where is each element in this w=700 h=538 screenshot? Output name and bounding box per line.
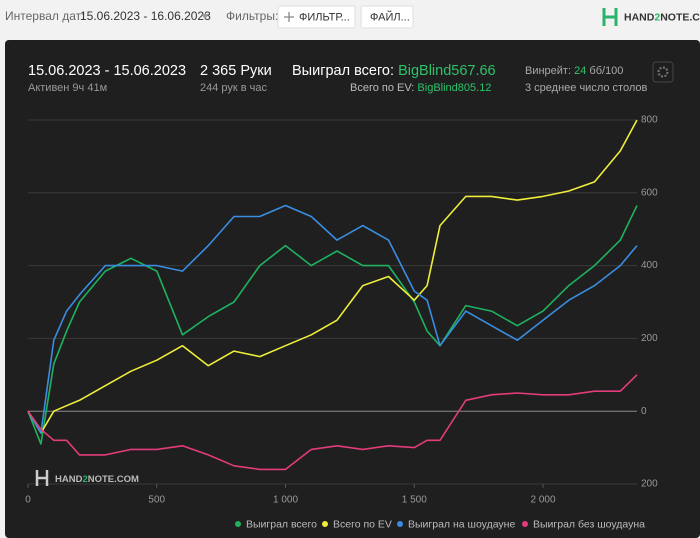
ev-total: Всего по EV: BigBlind805.12 [350, 82, 491, 94]
settings-button[interactable] [652, 61, 674, 83]
legend-label: Выиграл на шоудауне [408, 518, 515, 530]
legend-marker [522, 521, 528, 527]
y-tick-label: 0 [641, 406, 647, 417]
legend-label: Выиграл без шоудауна [533, 518, 645, 530]
logo-part: 2 [654, 11, 660, 23]
watermark-part: HAND [55, 474, 83, 485]
logo-part: NOTE.COM [660, 11, 700, 23]
watermark-part: NOTE.COM [88, 474, 139, 485]
y-tick-label: 600 [641, 187, 658, 198]
series-line [27, 374, 638, 471]
logo: HAND2NOTE.COM [624, 11, 700, 23]
x-tick-label: 1 000 [273, 495, 298, 506]
panel [5, 40, 700, 538]
y-tick-label: 200 [641, 333, 658, 344]
watermark-icon [35, 470, 49, 486]
date-range[interactable]: 15.06.2023 - 16.06.2023 [80, 9, 211, 23]
watermark: HAND2NOTE.COM [55, 474, 139, 485]
series-line [27, 204, 638, 434]
filters-label: Фильтры: [226, 9, 278, 23]
legend-marker [397, 521, 403, 527]
hands-per-hour: 244 рук в час [200, 82, 268, 94]
legend-marker [322, 521, 328, 527]
series-line [27, 119, 638, 434]
winrate-value: 24 [574, 65, 586, 77]
legend-marker [235, 521, 241, 527]
active-time: Активен 9ч 41м [28, 82, 107, 94]
watermark-part: 2 [82, 474, 87, 485]
y-tick-label: 400 [641, 260, 658, 271]
logo-icon [602, 8, 618, 26]
x-tick-label: 0 [25, 495, 31, 506]
won-value: BigBlind567.66 [398, 63, 496, 79]
legend-label: Всего по EV [333, 518, 392, 530]
period: 15.06.2023 - 15.06.2023 [28, 63, 186, 79]
logo-part: HAND [624, 11, 655, 23]
x-tick-label: 500 [148, 495, 165, 506]
winrate: Винрейт: 24 бб/100 [525, 65, 623, 77]
gear-icon [657, 66, 669, 78]
plus-icon [284, 12, 294, 22]
winrate-label: Винрейт: [525, 65, 571, 77]
hands: 2 365 Руки [200, 63, 272, 79]
y-tick-label: 800 [641, 115, 658, 126]
legend-label: Выиграл всего [246, 518, 317, 530]
y-tick-label: 200 [641, 479, 658, 490]
x-tick-label: 2 000 [530, 495, 555, 506]
file-button[interactable] [360, 5, 414, 29]
filter-button[interactable] [277, 5, 356, 29]
x-tick-label: 1 500 [402, 495, 427, 506]
ev-value: BigBlind805.12 [417, 82, 491, 94]
plot: 200 0 200 400 600 800 0 500 1 000 1 500 2 000 [25, 115, 658, 506]
date-label: Интервал дат: [5, 9, 84, 23]
ev-label: Всего по EV: [350, 82, 414, 94]
avg-tables: 3 среднее число столов [525, 82, 647, 94]
winrate-unit: бб/100 [589, 65, 623, 77]
won-label: Выиграл всего: [292, 63, 394, 79]
file-button-label[interactable]: ФАЙЛ... [370, 10, 410, 23]
won-total: Выиграл всего: BigBlind567.66 [292, 63, 496, 79]
dropdown-caret[interactable] [201, 14, 209, 19]
series-line [27, 205, 638, 445]
filter-button-label[interactable]: ФИЛЬТР... [299, 11, 350, 23]
